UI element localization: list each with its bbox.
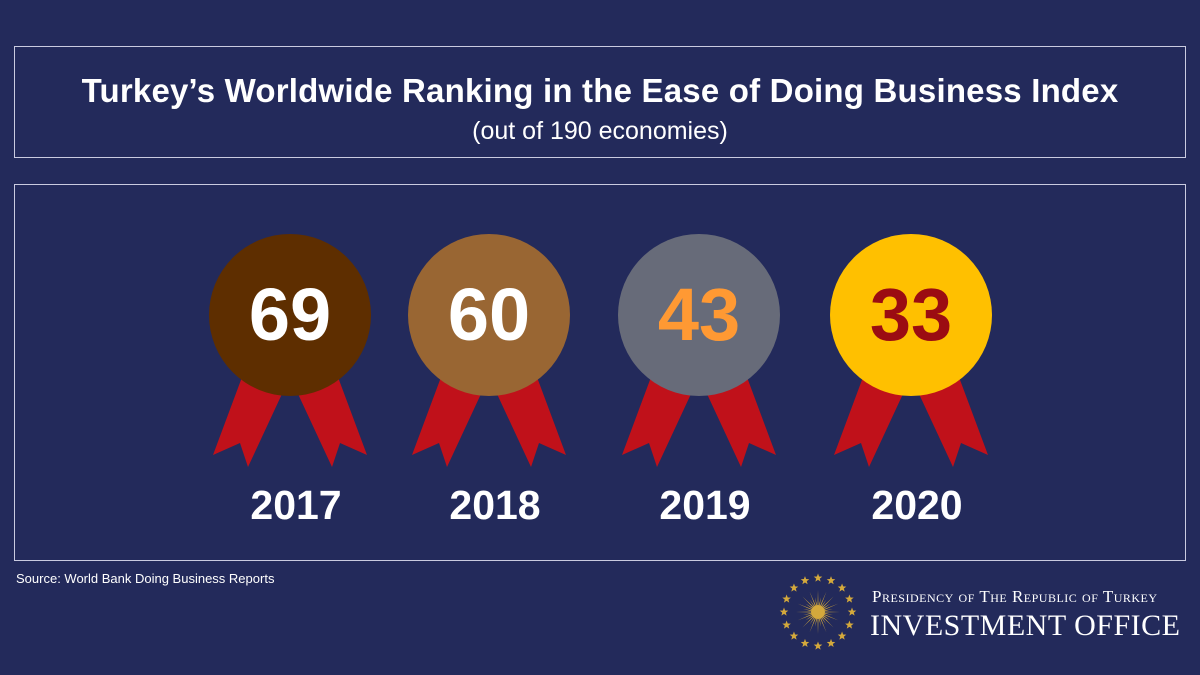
medal-disc [408, 234, 570, 396]
emblem-star [782, 594, 791, 603]
emblem-star [779, 607, 789, 616]
emblem-star [837, 631, 847, 640]
rank-value: 69 [249, 273, 331, 356]
emblem-star [847, 607, 857, 616]
emblem-star [782, 620, 791, 629]
emblem-core [811, 605, 825, 619]
emblem-star [813, 573, 823, 582]
source-note: Source: World Bank Doing Business Report… [16, 571, 275, 586]
star-ring-sun-emblem-icon [779, 573, 857, 650]
medal-2019: 43 2019 [618, 234, 780, 528]
emblem-star [813, 641, 823, 650]
title-box: Turkey’s Worldwide Ranking in the Ease o… [14, 46, 1186, 158]
emblem-star [789, 583, 799, 592]
medal-2017: 69 2017 [209, 234, 371, 528]
org-name-line1: Presidency of The Republic of Turkey [872, 587, 1158, 606]
rank-value: 43 [658, 273, 740, 356]
medal-2020: 33 2020 [830, 234, 992, 528]
emblem-sun [796, 590, 840, 634]
medal-disc [209, 234, 371, 396]
page-subtitle: (out of 190 economies) [472, 117, 728, 145]
emblem-star [826, 638, 836, 648]
org-logo: Presidency of The Republic of Turkey INV… [778, 572, 1188, 654]
rank-value: 60 [448, 273, 530, 356]
medal-disc [618, 234, 780, 396]
year-label: 2019 [659, 482, 750, 528]
emblem-star [826, 576, 836, 585]
medal-disc [830, 234, 992, 396]
chart-panel: 69 2017 60 2018 43 2019 33 2020 [14, 184, 1186, 561]
emblem-star [845, 620, 854, 629]
emblem-star [789, 631, 799, 640]
emblem-star [800, 576, 810, 585]
medal-2018: 60 2018 [408, 234, 570, 528]
medal-chart: 69 2017 60 2018 43 2019 33 2020 [209, 234, 992, 528]
emblem-star [845, 594, 854, 603]
year-label: 2018 [449, 482, 540, 528]
rank-value: 33 [870, 273, 952, 356]
org-name-line2: INVESTMENT OFFICE [870, 609, 1181, 642]
year-label: 2020 [871, 482, 962, 528]
page-title: Turkey’s Worldwide Ranking in the Ease o… [81, 72, 1119, 109]
year-label: 2017 [250, 482, 341, 528]
emblem-star [800, 638, 810, 648]
emblem-star [837, 583, 847, 592]
